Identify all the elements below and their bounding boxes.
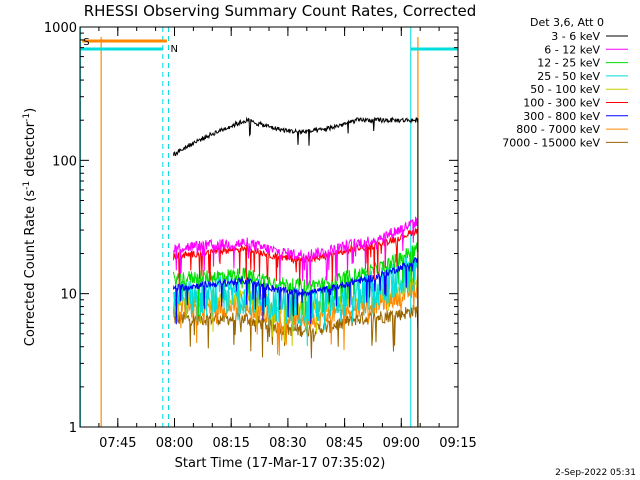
series-line	[173, 304, 419, 359]
y-tick-label: 1000	[44, 21, 77, 36]
x-tick-label: 07:45	[99, 436, 136, 451]
x-tick-label: 09:00	[383, 436, 420, 451]
axes: 1 10 100 1000 07:45 08:00 08:15 08:30 08:45 09:00…	[44, 21, 477, 451]
legend-label: 7000 - 15000 keV	[502, 136, 600, 149]
x-tick-label: 08:45	[326, 436, 363, 451]
y-axis-label-main: Corrected Count Rate (s	[23, 190, 38, 347]
series-line	[172, 116, 419, 427]
y-axis-label-mid: detector	[23, 121, 38, 181]
timestamp: 2-Sep-2022 05:31	[555, 468, 636, 478]
y-tick-label: 1	[69, 421, 77, 436]
y-axis-label-sup2: -1	[22, 113, 32, 122]
legend-label: 100 - 300 keV	[523, 97, 600, 110]
legend-label: 6 - 12 keV	[544, 43, 600, 56]
legend-label: 300 - 800 keV	[523, 110, 600, 123]
y-axis-label-sup1: -1	[22, 181, 32, 190]
y-tick-label: 100	[52, 154, 77, 169]
series-line	[172, 254, 419, 347]
legend-label: 25 - 50 keV	[537, 70, 600, 83]
chart-title: RHESSI Observing Summary Count Rates, Co…	[84, 2, 477, 20]
y-tick-label: 10	[60, 288, 77, 303]
legend-label: 3 - 6 keV	[551, 30, 600, 43]
series-line	[172, 242, 419, 319]
night-label: N	[170, 44, 177, 55]
y-axis-label-end: )	[23, 108, 38, 113]
x-tick-label: 09:15	[439, 436, 476, 451]
saa-label: S	[83, 37, 89, 48]
legend-title: Det 3,6, Att 0	[530, 16, 604, 29]
legend-label: 800 - 7000 keV	[516, 123, 600, 136]
y-axis-label: Corrected Count Rate (s-1 detector-1)	[22, 108, 38, 346]
series-line	[172, 257, 419, 325]
x-axis-label: Start Time (17-Mar-17 07:35:02)	[175, 456, 386, 471]
legend-label: 12 - 25 keV	[537, 57, 600, 70]
x-tick-label: 08:00	[156, 436, 193, 451]
legend-label: 50 - 100 keV	[530, 83, 600, 96]
series-line	[172, 216, 419, 286]
x-tick-label: 08:15	[212, 436, 249, 451]
plot-area: SN	[79, 27, 459, 427]
x-tick-label: 08:30	[269, 436, 306, 451]
